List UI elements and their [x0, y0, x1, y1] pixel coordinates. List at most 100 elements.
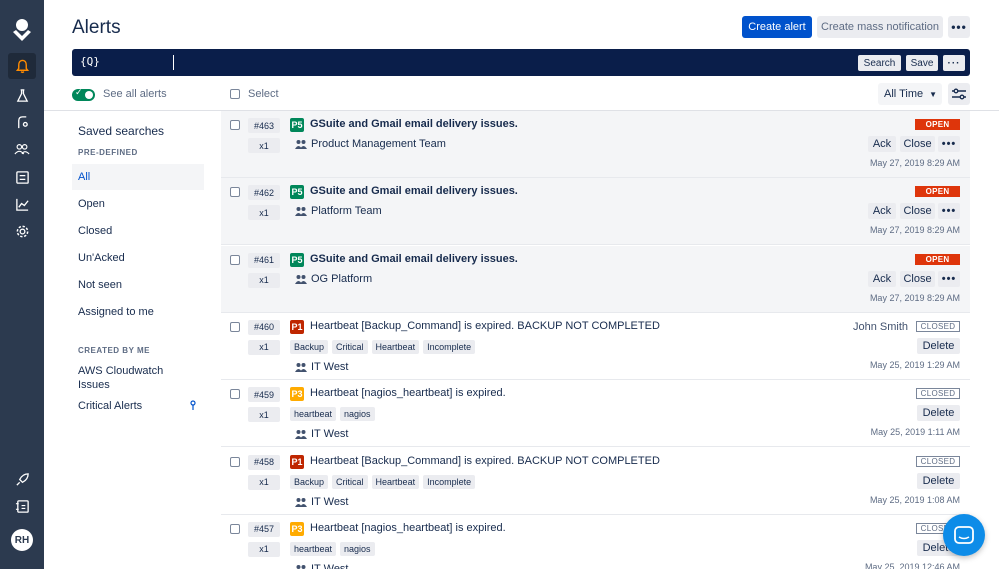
delete-alert-button[interactable]: Delete [917, 472, 960, 489]
search-button[interactable]: Search [858, 55, 901, 71]
more-actions-button[interactable]: ••• [948, 16, 970, 38]
alert-more-button[interactable]: ••• [938, 203, 960, 220]
alert-tag[interactable]: Incomplete [423, 339, 476, 354]
save-search-button[interactable]: Save [906, 55, 938, 71]
nav-routing[interactable] [8, 109, 36, 135]
saved-search-all[interactable]: All [72, 164, 204, 190]
alert-checkbox[interactable] [230, 120, 240, 130]
alert-count: x1 [248, 339, 280, 355]
pin-icon[interactable] [190, 400, 196, 410]
user-avatar[interactable]: RH [11, 529, 33, 551]
alert-tag[interactable]: Critical [332, 339, 368, 354]
alert-tag[interactable]: nagios [340, 407, 375, 422]
alert-id[interactable]: #460 [248, 319, 280, 335]
team-icon [295, 274, 307, 284]
alert-checkbox[interactable] [230, 321, 240, 332]
alert-tag[interactable]: heartbeat [290, 407, 337, 422]
contacts-icon [15, 499, 29, 513]
priority-badge: P5 [290, 252, 304, 267]
alert-row[interactable]: #460 x1 P1 Heartbeat [Backup_Command] is ex… [221, 313, 970, 380]
alert-count: x1 [248, 272, 280, 288]
alert-checkbox[interactable] [230, 389, 240, 400]
close-alert-button[interactable]: Close [900, 203, 935, 220]
query-bar[interactable]: {Q} ? Search Save ··· [72, 49, 970, 76]
nav-contacts[interactable] [8, 493, 36, 519]
nav-alerts[interactable] [8, 53, 36, 79]
alert-message[interactable]: GSuite and Gmail email delivery issues. [310, 118, 518, 130]
alert-tag[interactable]: Heartbeat [371, 474, 420, 489]
nav-analytics[interactable] [8, 191, 36, 217]
bell-icon [15, 59, 29, 73]
alert-team: Platform Team [295, 205, 382, 217]
filter-settings-button[interactable] [948, 83, 970, 105]
nav-whats-new[interactable] [8, 466, 36, 492]
saved-search-not-seen[interactable]: Not seen [78, 279, 123, 291]
analytics-icon [15, 198, 29, 211]
alert-message[interactable]: GSuite and Gmail email delivery issues. [310, 185, 518, 198]
saved-search-critical-alerts[interactable]: Critical Alerts [78, 400, 143, 412]
see-all-alerts-toggle[interactable]: ✓ [72, 87, 95, 101]
alert-more-button[interactable]: ••• [938, 270, 960, 287]
select-all-checkbox[interactable] [230, 89, 240, 99]
nav-teams[interactable] [8, 136, 36, 162]
alert-row[interactable]: #462 x1 P5 GSuite and Gmail email delivery … [221, 178, 970, 246]
alert-message[interactable]: GSuite and Gmail email delivery issues. [310, 252, 518, 265]
alert-count: x1 [248, 205, 280, 221]
alert-message[interactable]: Heartbeat [nagios_heartbeat] is expired. [310, 387, 506, 400]
alert-team: Product Management Team [295, 138, 446, 150]
alert-row[interactable]: #458 x1 P1 Heartbeat [Backup_Command] is ex… [221, 448, 970, 515]
create-mass-notification-button[interactable]: Create mass notification [817, 16, 943, 38]
query-language-icon[interactable]: {Q} [80, 55, 100, 68]
nav-services[interactable] [8, 164, 36, 190]
alert-id[interactable]: #457 [248, 521, 280, 537]
alert-row[interactable]: #461 x1 P5 GSuite and Gmail email delivery … [221, 245, 970, 313]
toolbar-divider [44, 110, 999, 111]
alert-tag[interactable]: Backup [290, 339, 329, 354]
alert-checkbox[interactable] [230, 254, 240, 265]
saved-search-assigned-to-me[interactable]: Assigned to me [78, 306, 154, 318]
nav-incidents[interactable] [8, 82, 36, 108]
alert-tag[interactable]: Backup [290, 474, 329, 489]
alert-message[interactable]: Heartbeat [Backup_Command] is expired. B… [310, 319, 660, 332]
delete-alert-button[interactable]: Delete [917, 337, 960, 354]
alert-id[interactable]: #462 [248, 185, 280, 201]
close-alert-button[interactable]: Close [900, 270, 935, 287]
alert-checkbox[interactable] [230, 456, 240, 467]
saved-search-open[interactable]: Open [78, 198, 105, 210]
alert-team-name: Product Management Team [311, 138, 446, 150]
alert-message[interactable]: Heartbeat [nagios_heartbeat] is expired. [310, 521, 506, 534]
alert-id[interactable]: #458 [248, 454, 280, 470]
saved-search-unacked[interactable]: Un'Acked [78, 252, 125, 264]
delete-alert-button[interactable]: Delete [917, 405, 960, 422]
alert-tag[interactable]: heartbeat [290, 541, 337, 556]
alert-id[interactable]: #459 [248, 387, 280, 403]
alert-row[interactable]: #459 x1 P3 Heartbeat [nagios_heartbeat] is … [221, 380, 970, 448]
alert-tag[interactable]: nagios [340, 541, 375, 556]
opsgenie-logo[interactable] [11, 18, 33, 42]
alert-team-name: IT West [311, 428, 349, 441]
alert-message[interactable]: Heartbeat [Backup_Command] is expired. B… [310, 454, 660, 467]
alert-tag[interactable]: Incomplete [423, 474, 476, 489]
chat-launcher-button[interactable] [943, 514, 985, 556]
alert-checkbox[interactable] [230, 523, 240, 534]
alert-more-button[interactable]: ••• [938, 136, 960, 152]
alert-tag[interactable]: Heartbeat [371, 339, 420, 354]
alert-row[interactable]: #463 x1 P5 GSuite and Gmail email delivery … [221, 111, 970, 178]
close-alert-button[interactable]: Close [900, 136, 935, 152]
check-icon: ✓ [75, 87, 83, 97]
alert-row[interactable]: #457 x1 P3 Heartbeat [nagios_heartbeat] is … [221, 515, 970, 569]
alert-tag[interactable]: Critical [332, 474, 368, 489]
ack-button[interactable]: Ack [868, 136, 896, 152]
alert-id[interactable]: #461 [248, 252, 280, 268]
create-alert-button[interactable]: Create alert [742, 16, 812, 38]
saved-search-aws-cloudwatch[interactable]: AWS Cloudwatch Issues [78, 365, 164, 391]
saved-search-closed[interactable]: Closed [78, 225, 113, 237]
alert-id[interactable]: #463 [248, 118, 280, 133]
time-filter-dropdown[interactable]: All Time ▼ [878, 83, 942, 105]
alert-checkbox[interactable] [230, 187, 240, 198]
ack-button[interactable]: Ack [868, 270, 896, 287]
nav-settings[interactable] [8, 218, 36, 244]
ack-button[interactable]: Ack [868, 203, 896, 220]
query-more-button[interactable]: ··· [943, 55, 965, 71]
alert-timestamp: May 25, 2019 12:46 AM [864, 561, 960, 569]
